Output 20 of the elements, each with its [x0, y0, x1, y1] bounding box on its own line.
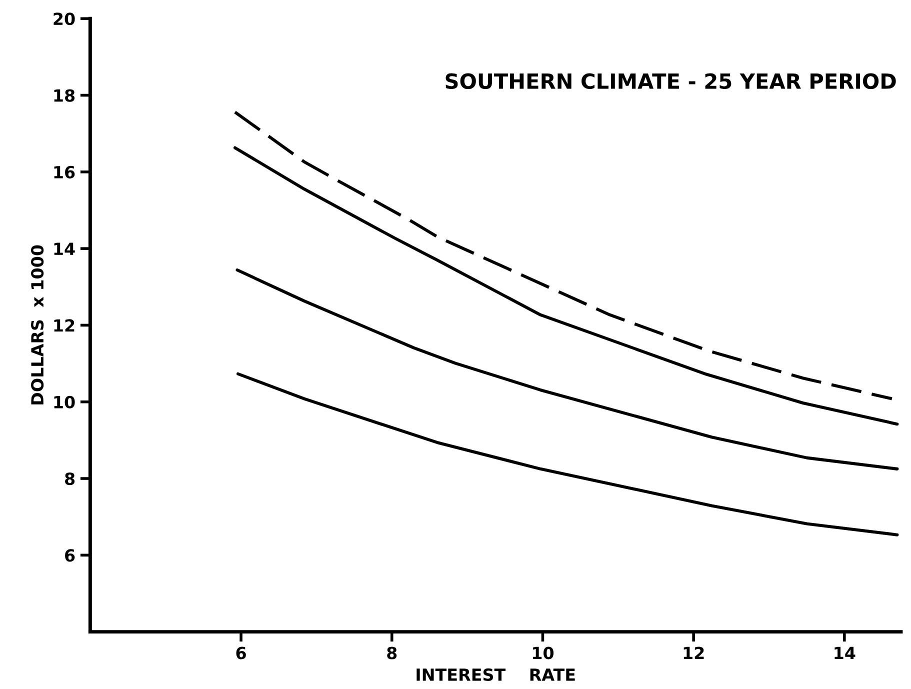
- x-axis-title: INTEREST RATE: [416, 668, 575, 681]
- y-tick-label: 16: [54, 166, 75, 178]
- line-series: [236, 372, 899, 536]
- y-axis-title: DOLLARS x 1000: [31, 245, 44, 404]
- x-tick-label: 14: [834, 646, 856, 660]
- x-tick-label: 6: [236, 646, 246, 660]
- x-tick-label: 10: [533, 646, 554, 660]
- line-series: [233, 110, 894, 400]
- y-tick-label: 14: [54, 242, 75, 255]
- line-series: [233, 146, 899, 426]
- x-tick-label: 8: [387, 646, 397, 660]
- y-tick-label: 6: [65, 549, 75, 562]
- y-tick-label: 12: [54, 319, 74, 332]
- y-tick-label: 20: [54, 12, 75, 26]
- y-tick-label: 10: [54, 396, 75, 408]
- y-tick-label: 18: [54, 89, 75, 102]
- y-tick-label: 8: [65, 472, 75, 486]
- text: SOUTHERN CLIMATE - 25 YEAR PERIOD: [446, 73, 896, 90]
- line-series: [236, 268, 899, 470]
- x-tick-label: 12: [684, 646, 704, 660]
